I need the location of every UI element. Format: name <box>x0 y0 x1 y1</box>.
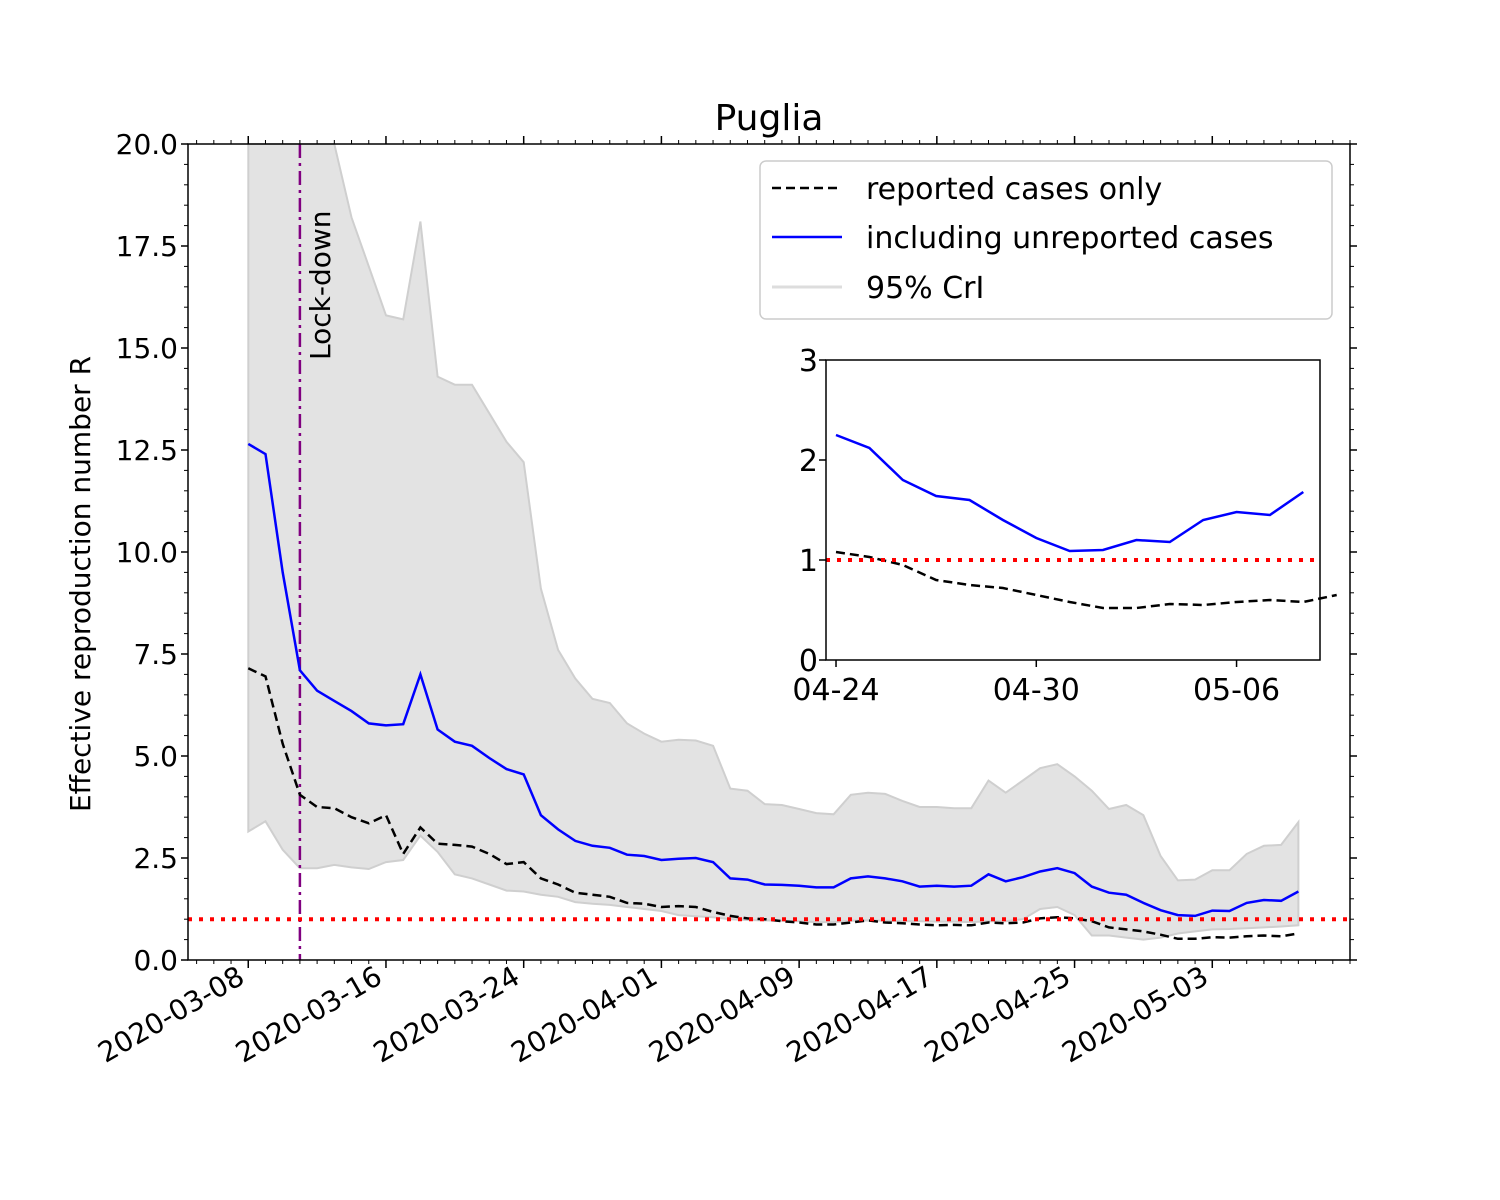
y-tick-label: 10.0 <box>116 536 178 569</box>
legend-unreported-label: including unreported cases <box>866 221 1273 256</box>
x-tick-label: 2020-04-17 <box>781 959 938 1069</box>
inset-y-tick-label: 2 <box>799 444 818 479</box>
x-tick-label: 2020-04-09 <box>643 959 800 1069</box>
inset-background <box>826 360 1320 660</box>
legend-cri-label: 95% CrI <box>866 271 984 306</box>
legend-box <box>759 160 1333 320</box>
x-tick-label: 2020-04-01 <box>505 959 662 1069</box>
inset-reported-line <box>835 550 1337 610</box>
y-axis-label: Effective reproduction number R <box>64 356 97 812</box>
chart-title: Puglia <box>715 98 824 139</box>
series-unreported-line <box>247 442 1299 918</box>
y-tick-label: 5.0 <box>133 740 178 773</box>
y-tick-label: 7.5 <box>133 638 178 671</box>
y-tick-label: 17.5 <box>116 230 178 263</box>
x-tick-label: 2020-03-16 <box>230 959 387 1069</box>
y-tick-label: 2.5 <box>133 842 178 875</box>
inset-y-tick-label: 3 <box>799 344 818 379</box>
inset-x-tick-label: 04-30 <box>993 673 1080 708</box>
legend: reported cases only including unreported… <box>759 160 1333 320</box>
inset-frame <box>825 359 1321 661</box>
lockdown-label: Lock-down <box>304 210 337 360</box>
y-tick-label: 12.5 <box>116 434 178 467</box>
inset-plot: 0 1 2 3 04-24 04-30 05-06 <box>792 344 1337 708</box>
y-tick-label: 15.0 <box>116 332 178 365</box>
legend-reported-label: reported cases only <box>866 172 1162 207</box>
x-tick-label: 2020-03-24 <box>368 959 525 1069</box>
x-tick-label: 2020-05-03 <box>1056 959 1213 1069</box>
inset-y-tick-label: 0 <box>799 644 818 679</box>
inset-x-tick-label: 05-06 <box>1193 673 1280 708</box>
inset-y-tick-label: 1 <box>799 544 818 579</box>
inset-unreported-line <box>835 433 1305 553</box>
inset-x-tick-label: 04-24 <box>792 673 879 708</box>
y-tick-label: 20.0 <box>116 128 178 161</box>
y-tick-label: 0.0 <box>133 944 178 977</box>
x-tick-label: 2020-04-25 <box>919 959 1076 1069</box>
credible-interval-band <box>247 143 1300 941</box>
